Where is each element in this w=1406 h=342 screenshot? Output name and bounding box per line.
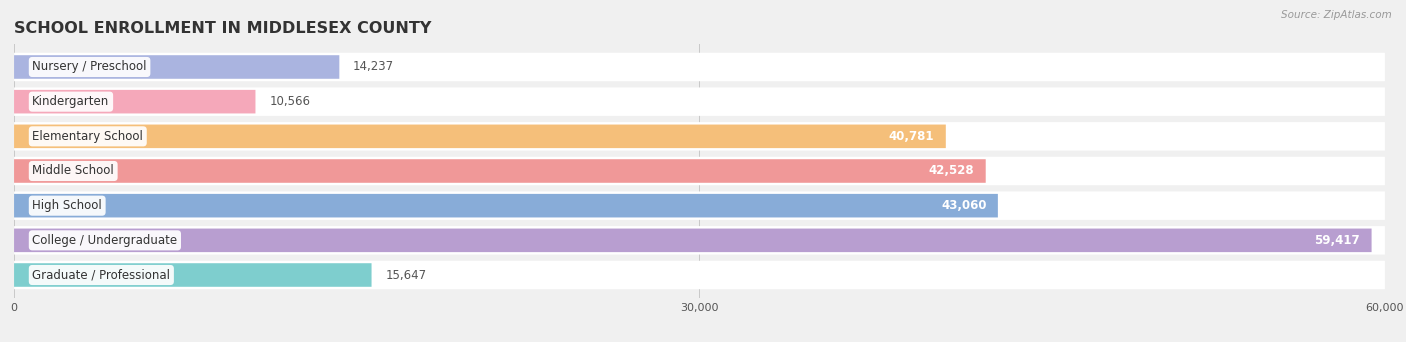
Text: 43,060: 43,060 (941, 199, 987, 212)
Text: College / Undergraduate: College / Undergraduate (32, 234, 177, 247)
FancyBboxPatch shape (14, 263, 371, 287)
FancyBboxPatch shape (14, 53, 1385, 81)
FancyBboxPatch shape (14, 90, 256, 114)
Text: 59,417: 59,417 (1315, 234, 1360, 247)
Text: Nursery / Preschool: Nursery / Preschool (32, 61, 146, 74)
Text: Elementary School: Elementary School (32, 130, 143, 143)
Text: 10,566: 10,566 (269, 95, 311, 108)
FancyBboxPatch shape (14, 55, 339, 79)
Text: Middle School: Middle School (32, 165, 114, 177)
Text: Kindergarten: Kindergarten (32, 95, 110, 108)
FancyBboxPatch shape (14, 124, 946, 148)
Text: 15,647: 15,647 (385, 268, 426, 281)
Text: High School: High School (32, 199, 103, 212)
FancyBboxPatch shape (14, 261, 1385, 289)
Text: 42,528: 42,528 (929, 165, 974, 177)
FancyBboxPatch shape (14, 157, 1385, 185)
FancyBboxPatch shape (14, 192, 1385, 220)
FancyBboxPatch shape (14, 122, 1385, 150)
FancyBboxPatch shape (14, 194, 998, 218)
FancyBboxPatch shape (14, 159, 986, 183)
FancyBboxPatch shape (14, 228, 1372, 252)
Text: Graduate / Professional: Graduate / Professional (32, 268, 170, 281)
Text: Source: ZipAtlas.com: Source: ZipAtlas.com (1281, 10, 1392, 20)
Text: 40,781: 40,781 (889, 130, 935, 143)
FancyBboxPatch shape (14, 226, 1385, 254)
FancyBboxPatch shape (14, 88, 1385, 116)
Text: SCHOOL ENROLLMENT IN MIDDLESEX COUNTY: SCHOOL ENROLLMENT IN MIDDLESEX COUNTY (14, 21, 432, 36)
Text: 14,237: 14,237 (353, 61, 394, 74)
